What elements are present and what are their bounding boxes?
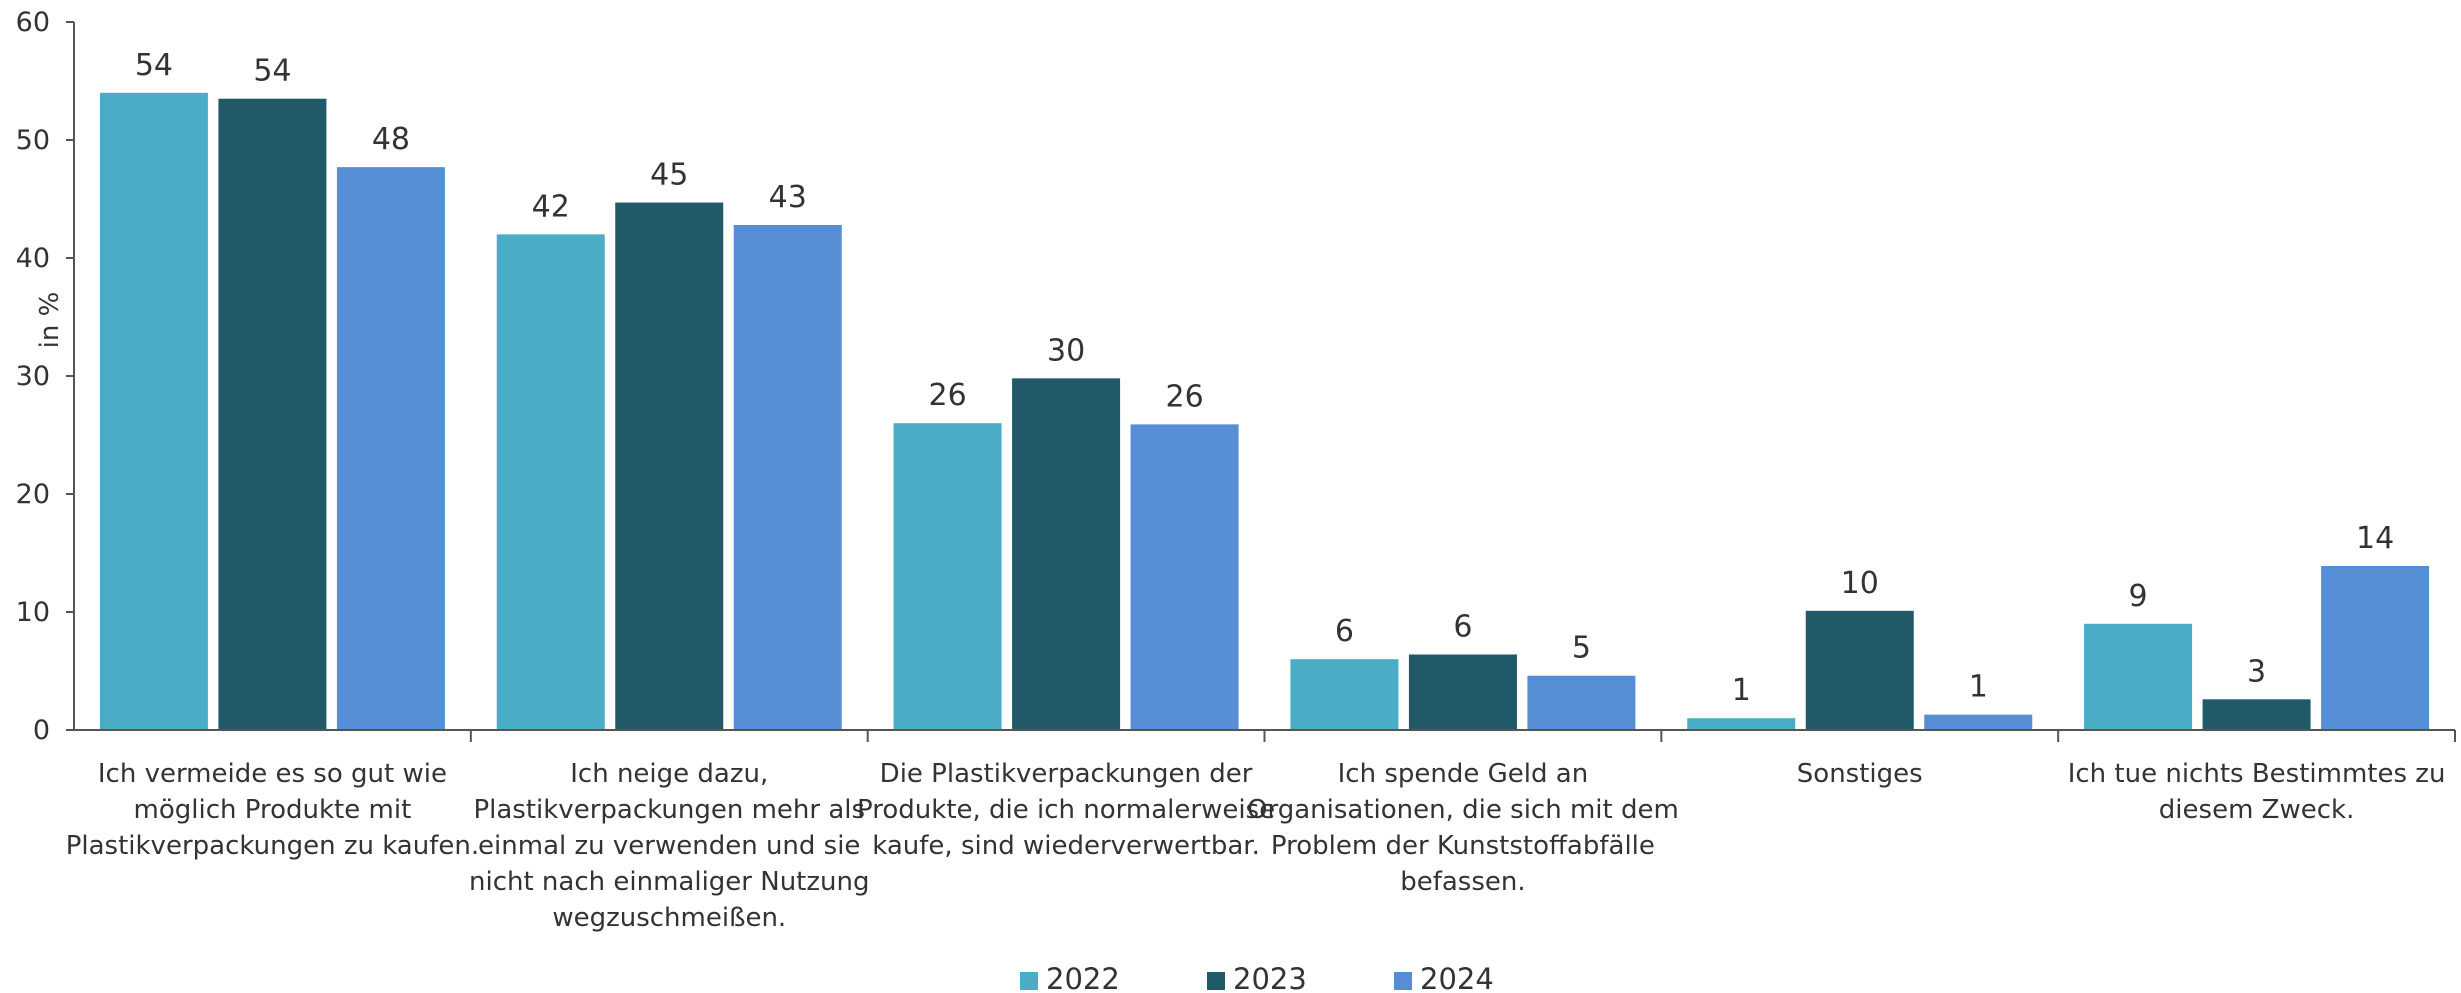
category-label: Produkte, die ich normalerweise [857,795,1275,825]
data-label: 5 [1572,631,1591,666]
y-tick-label: 40 [16,243,50,274]
bar-2022-cat-1 [99,92,208,731]
category-label: Die Plastikverpackungen der [880,759,1253,789]
legend-label-2022: 2022 [1046,962,1120,993]
category-label: Plastikverpackungen mehr als [473,795,865,825]
category-label: einmal zu verwenden und sie [478,831,860,861]
category-label: Plastikverpackungen zu kaufen. [66,831,479,861]
data-label: 42 [532,189,570,224]
bar-2023-cat-1 [218,98,327,730]
data-label: 26 [1165,379,1203,414]
category-label: diesem Zweck. [2159,795,2355,825]
bar-2024-cat-2 [733,224,842,730]
bar-2023-cat-2 [615,202,724,731]
data-label: 30 [1047,333,1085,368]
data-label: 6 [1453,609,1472,644]
y-tick-label: 30 [16,361,50,392]
bar-2022-cat-5 [1687,718,1796,730]
data-label: 54 [253,54,291,89]
category-label: nicht nach einmaliger Nutzung [469,867,869,897]
data-label: 43 [769,180,807,215]
data-label: 10 [1841,566,1879,601]
bar-2022-cat-3 [893,423,1002,730]
bar-2024-cat-5 [1924,714,2033,730]
category-label: kaufe, sind wiederverwertbar. [872,831,1260,861]
y-tick-label: 0 [33,715,50,746]
bar-2023-cat-5 [1805,610,1914,730]
legend-swatch-2024 [1394,972,1412,990]
y-tick-label: 60 [16,7,50,38]
data-label: 3 [2247,654,2266,689]
bar-2024-cat-6 [2321,565,2430,730]
bar-2022-cat-6 [2084,623,2193,730]
category-label: Ich spende Geld an [1338,759,1589,789]
legend-label-2024: 2024 [1420,962,1494,993]
bar-2024-cat-4 [1527,675,1636,730]
category-label: Ich neige dazu, [570,759,768,789]
bar-2022-cat-2 [496,234,605,730]
category-label: wegzuschmeißen. [552,903,786,933]
category-label: befassen. [1400,867,1525,897]
y-tick-label: 10 [16,597,50,628]
category-label: Ich vermeide es so gut wie [98,759,447,789]
y-axis-label: in % [35,292,65,349]
data-label: 6 [1335,614,1354,649]
category-label: möglich Produkte mit [134,795,412,825]
legend-swatch-2022 [1020,972,1038,990]
data-label: 45 [650,158,688,193]
y-tick-label: 50 [16,125,50,156]
category-label: Problem der Kunststoffabfälle [1271,831,1655,861]
bar-2023-cat-6 [2202,699,2311,730]
bar-2024-cat-3 [1130,424,1239,730]
bar-2022-cat-4 [1290,659,1399,730]
data-label: 1 [1732,673,1751,708]
data-label: 26 [928,378,966,413]
data-label: 14 [2356,521,2394,556]
bar-2023-cat-3 [1012,378,1121,730]
bar-2023-cat-4 [1408,654,1517,730]
category-label: Ich tue nichts Bestimmtes zu [2068,759,2446,789]
legend-swatch-2023 [1207,972,1225,990]
category-label: Sonstiges [1797,759,1923,789]
data-label: 9 [2129,579,2148,614]
data-label: 54 [135,48,173,83]
bar-2024-cat-1 [336,167,445,730]
data-label: 1 [1969,670,1988,705]
category-label: Organisationen, die sich mit dem [1247,795,1679,825]
y-tick-label: 20 [16,479,50,510]
legend-label-2023: 2023 [1233,962,1307,993]
data-label: 48 [372,122,410,157]
